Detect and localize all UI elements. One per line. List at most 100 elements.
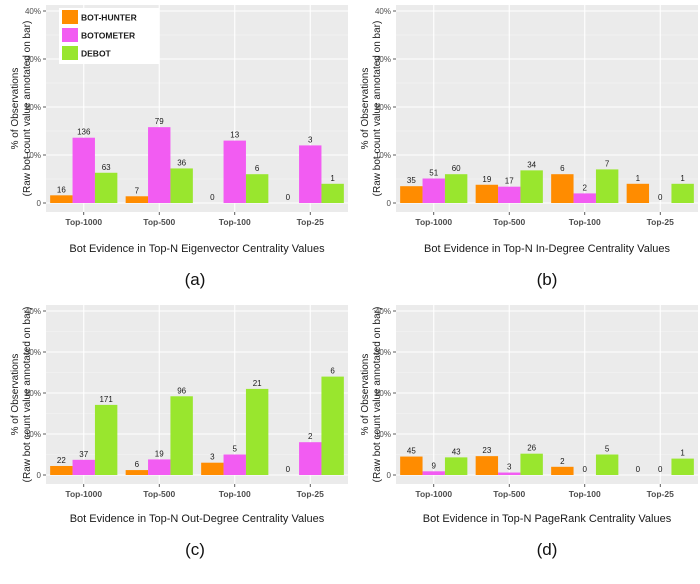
bar-botometer-top-500 <box>498 472 521 475</box>
y-tick-label: 0 <box>387 471 392 480</box>
bar-value-label: 26 <box>527 444 536 453</box>
bar-value-label: 3 <box>210 453 215 462</box>
bar-value-label: 6 <box>560 164 565 173</box>
bar-debot-top-25 <box>321 376 344 475</box>
bar-value-label: 1 <box>330 174 335 183</box>
bar-debot-top-1000 <box>444 457 468 475</box>
x-axis-title: Bot Evidence in Top-N Eigenvector Centra… <box>69 243 325 255</box>
y-tick-label: 20% <box>375 103 391 112</box>
x-tick-label: Top-100 <box>569 489 601 499</box>
y-axis-title-line1: % of Observations <box>10 68 21 150</box>
bar-value-label: 17 <box>505 177 514 186</box>
bar-value-label: 9 <box>432 461 437 470</box>
y-tick-label: 20% <box>25 389 41 398</box>
bar-value-label: 0 <box>583 465 588 474</box>
bar-debot-top-500 <box>520 453 543 475</box>
y-tick-label: 0 <box>387 199 392 208</box>
bar-debot-top-100 <box>595 454 619 475</box>
bar-value-label: 5 <box>605 445 610 454</box>
bar-value-label: 23 <box>482 446 491 455</box>
bar-value-label: 16 <box>57 185 66 194</box>
x-tick-label: Top-25 <box>647 489 675 499</box>
y-tick-label: 0 <box>37 199 42 208</box>
y-tick-label: 10% <box>375 151 391 160</box>
bar-debot-top-500 <box>170 168 193 203</box>
bar-bot-hunter-top-1000 <box>50 195 73 203</box>
y-tick-label: 30% <box>25 348 41 357</box>
y-axis-title-line2: (Raw bot count value annotated on bar) <box>372 307 383 483</box>
bar-value-label: 60 <box>452 164 461 173</box>
bar-value-label: 0 <box>658 193 663 202</box>
bar-value-label: 0 <box>636 465 641 474</box>
bar-debot-top-25 <box>671 183 694 203</box>
bar-value-label: 136 <box>77 128 91 137</box>
bar-debot-top-1000 <box>94 172 118 203</box>
y-axis-title-line2: (Raw bot count value annotated on bar) <box>22 307 33 483</box>
panel-3: 0 10% 20% 30% 40% 22 6 3 0 37 19 5 2 171 96 21 6 Top-1000… <box>10 305 348 559</box>
legend-swatch-debot <box>62 46 78 60</box>
bar-value-label: 2 <box>583 183 588 192</box>
bar-botometer-top-100 <box>223 454 246 475</box>
bar-value-label: 0 <box>658 465 663 474</box>
bar-value-label: 2 <box>560 457 565 466</box>
y-axis-title-line1: % of Observations <box>360 354 371 436</box>
bar-value-label: 6 <box>330 367 335 376</box>
panel-label: (d) <box>537 540 558 559</box>
bar-debot-top-100 <box>245 388 269 475</box>
bar-value-label: 0 <box>210 193 215 202</box>
bar-botometer-top-1000 <box>72 459 95 475</box>
bar-value-label: 22 <box>57 456 66 465</box>
bar-value-label: 5 <box>233 445 238 454</box>
bar-value-label: 21 <box>253 379 262 388</box>
bar-debot-top-100 <box>595 169 619 203</box>
bar-value-label: 36 <box>177 158 186 167</box>
bar-botometer-top-100 <box>223 140 246 203</box>
bar-debot-top-100 <box>245 174 269 203</box>
bar-bot-hunter-top-100 <box>551 174 574 203</box>
bar-bot-hunter-top-500 <box>475 456 499 475</box>
bar-value-label: 45 <box>407 447 416 456</box>
y-axis-title-line1: % of Observations <box>10 354 21 436</box>
panel-label: (b) <box>537 270 558 289</box>
x-tick-label: Top-25 <box>297 489 325 499</box>
y-tick-label: 40% <box>375 7 391 16</box>
legend-label: BOTOMETER <box>81 31 135 41</box>
panel-label: (c) <box>185 540 205 559</box>
bar-debot-top-500 <box>170 396 193 475</box>
bar-botometer-top-1000 <box>72 137 95 203</box>
bar-value-label: 1 <box>636 174 641 183</box>
x-tick-label: Top-500 <box>143 489 175 499</box>
bar-bot-hunter-top-500 <box>475 184 499 203</box>
panel-4: 0 10% 20% 30% 40% 45 23 2 0 9 3 0 0 43 26 5 1 Top-1000 Top… <box>360 305 698 559</box>
legend: BOT-HUNTER BOTOMETER DEBOT <box>59 8 159 64</box>
x-tick-label: Top-1000 <box>415 217 452 227</box>
bar-value-label: 43 <box>452 447 461 456</box>
bar-value-label: 34 <box>527 160 536 169</box>
bar-bot-hunter-top-100 <box>201 462 224 475</box>
bar-botometer-top-100 <box>573 193 596 203</box>
bar-botometer-top-1000 <box>422 178 445 203</box>
x-axis-title: Bot Evidence in Top-N PageRank Centralit… <box>423 513 672 525</box>
x-tick-label: Top-25 <box>647 217 675 227</box>
y-tick-label: 30% <box>375 55 391 64</box>
bar-debot-top-1000 <box>444 174 468 203</box>
panel-1: 0 10% 20% 30% 40% 16 7 0 0 136 79 13 3 63 36 6 1 Top-1000… <box>10 5 348 289</box>
bar-bot-hunter-top-1000 <box>400 456 423 475</box>
bar-value-label: 1 <box>680 174 685 183</box>
bar-value-label: 37 <box>79 450 88 459</box>
bar-debot-top-500 <box>520 170 543 203</box>
bar-value-label: 96 <box>177 386 186 395</box>
legend-label: BOT-HUNTER <box>81 13 137 23</box>
bar-value-label: 6 <box>255 164 260 173</box>
bar-botometer-top-500 <box>148 459 171 475</box>
bar-bot-hunter-top-500 <box>125 470 149 475</box>
x-tick-label: Top-100 <box>219 217 251 227</box>
y-tick-label: 0 <box>37 471 42 480</box>
y-tick-label: 10% <box>25 430 41 439</box>
panel-2: 0 10% 20% 30% 40% 35 19 6 1 51 17 2 0 60 34 7 1 Top-1000 T… <box>360 5 698 289</box>
x-tick-label: Top-1000 <box>415 489 452 499</box>
bar-botometer-top-25 <box>299 442 322 475</box>
bar-bot-hunter-top-25 <box>626 183 650 203</box>
bar-value-label: 0 <box>286 193 291 202</box>
